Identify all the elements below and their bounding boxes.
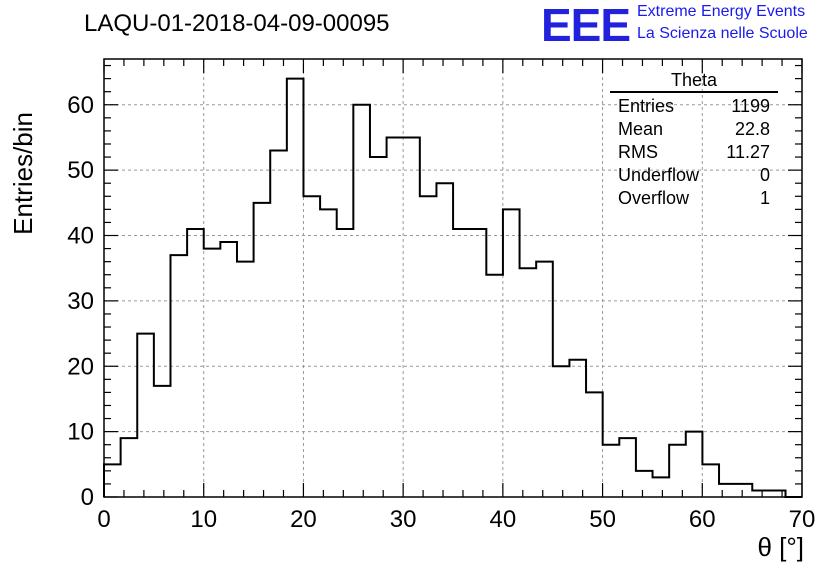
stats-label: Overflow: [618, 188, 690, 208]
y-axis-label: Entries/bin: [8, 112, 38, 235]
x-axis-label: θ [°]: [757, 532, 804, 562]
y-tick-label: 40: [67, 223, 94, 250]
x-tick-label: 50: [589, 506, 616, 533]
stats-row-mean: Mean 22.8: [610, 118, 778, 141]
stats-row-underflow: Underflow 0: [610, 164, 778, 187]
chart-title: LAQU-01-2018-04-09-00095: [84, 10, 390, 37]
y-tick-label: 0: [81, 484, 94, 511]
stats-row-rms: RMS 11.27: [610, 141, 778, 164]
y-tick-label: 20: [67, 353, 94, 380]
stats-label: Mean: [618, 119, 664, 139]
stats-value: 11.27: [726, 142, 770, 162]
x-tick-label: 60: [689, 506, 716, 533]
stats-value: 22.8: [734, 119, 770, 139]
y-tick-label: 30: [67, 288, 94, 315]
x-tick-label: 10: [190, 506, 217, 533]
x-tick-label: 30: [390, 506, 417, 533]
logo-line-1: Extreme Energy Events: [637, 3, 806, 20]
stats-row-overflow: Overflow 1: [610, 187, 778, 210]
stats-label: RMS: [618, 142, 658, 162]
stats-title: Theta: [610, 70, 778, 93]
y-tick-label: 60: [67, 92, 94, 119]
stats-row-entries: Entries 1199: [610, 95, 778, 118]
x-tick-label: 20: [290, 506, 317, 533]
stats-label: Underflow: [618, 165, 700, 185]
x-tick-label: 70: [789, 506, 816, 533]
stats-value: 1: [759, 188, 770, 208]
y-tick-label: 50: [67, 157, 94, 184]
y-tick-label: 10: [67, 419, 94, 446]
plot-frame: [103, 58, 803, 498]
eee-logo: EEE: [541, 0, 631, 51]
stats-box: Theta Entries 1199 Mean 22.8 RMS 11.27 Unde…: [610, 70, 778, 210]
histogram-series: [103, 77, 802, 498]
stats-label: Entries: [618, 96, 675, 116]
logo-line-2: La Scienza nelle Scuole: [637, 25, 808, 42]
x-tick-label: 40: [490, 506, 517, 533]
stats-value: 1199: [731, 96, 770, 116]
x-tick-label: 0: [97, 506, 110, 533]
stats-value: 0: [759, 165, 770, 185]
